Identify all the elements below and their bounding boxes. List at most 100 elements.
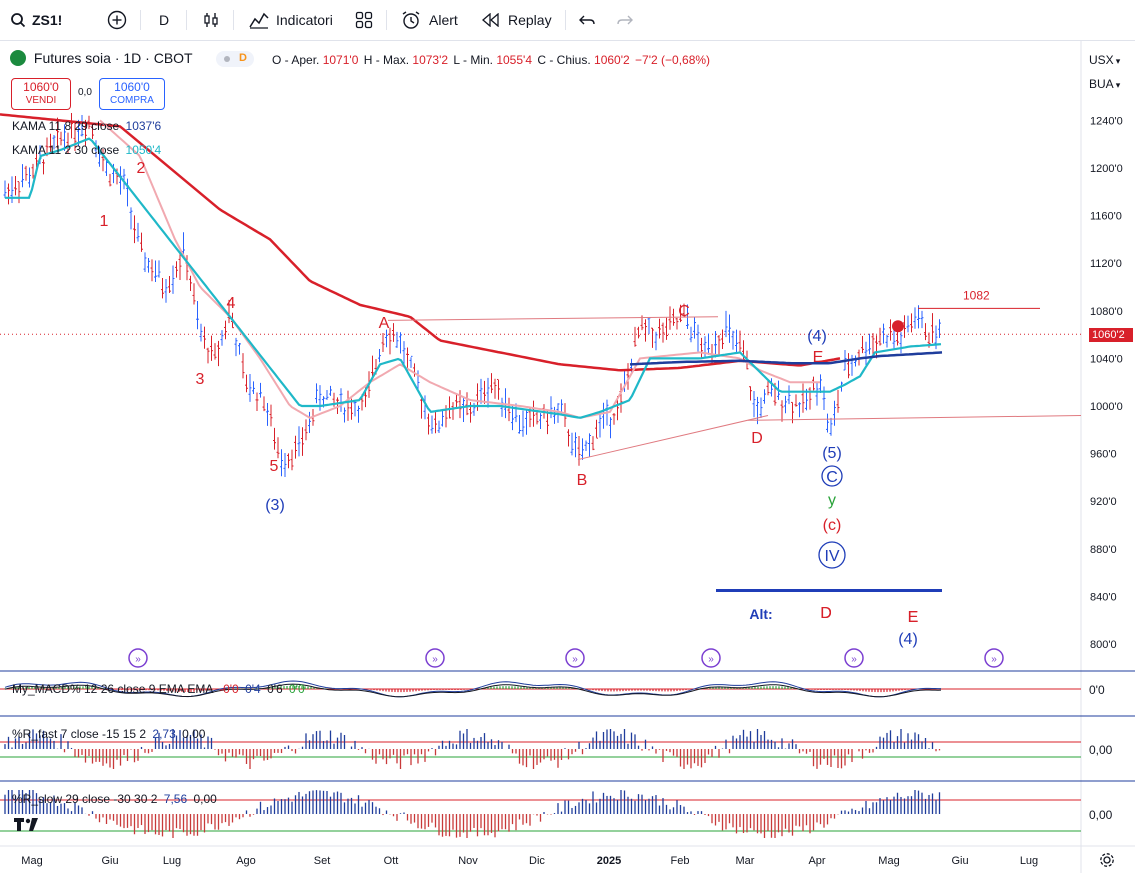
price-tick-label: 1240'0	[1090, 115, 1123, 127]
currency-selector[interactable]: USX ▾	[1089, 53, 1121, 67]
price-tick-label: 960'0	[1090, 449, 1117, 461]
event-marker-arrow: »	[135, 654, 141, 665]
alert-label: Alert	[429, 12, 458, 28]
trendline-support	[747, 415, 1082, 421]
event-marker-icon	[844, 648, 864, 668]
macd-axis-value: 0'0	[1089, 683, 1105, 697]
wave-circle-c	[821, 465, 843, 487]
level-label: 1082	[963, 288, 990, 302]
replay-button[interactable]: Replay	[482, 0, 552, 40]
top-toolbar: ZS1! D Indicatori Alert Replay	[0, 0, 1135, 41]
wave-label: (5)	[822, 445, 842, 462]
chart-title[interactable]: Futures soia · 1D · CBOT	[10, 50, 193, 66]
time-axis-label: 2025	[597, 855, 621, 867]
wave-label: Alt:	[749, 606, 772, 622]
kama-fast-line	[5, 137, 942, 419]
time-axis-label: Mag	[21, 855, 42, 867]
price-tick-label: 1040'0	[1090, 353, 1123, 365]
chart-title-text: Futures soia · 1D · CBOT	[33, 50, 193, 66]
time-axis-label: Dic	[529, 855, 545, 867]
wave-label: E	[908, 609, 919, 626]
event-marker-icon	[425, 648, 445, 668]
trendline-a-c	[387, 316, 719, 321]
indicators-label: Indicatori	[276, 12, 333, 28]
undo-icon	[579, 13, 595, 27]
wave-label: E	[908, 609, 919, 626]
event-marker-icon	[701, 648, 721, 668]
data-badge[interactable]: D	[216, 51, 254, 67]
time-axis-label: Mag	[878, 855, 899, 867]
wave-label: (c)	[823, 517, 842, 534]
wave-label: 5	[270, 458, 279, 475]
indicators-icon	[249, 11, 269, 29]
compare-symbol-button[interactable]	[107, 0, 127, 40]
time-axis-label: Mar	[736, 855, 755, 867]
tradingview-logo	[14, 818, 46, 835]
wave-label: 4	[227, 295, 236, 312]
wave-label: C	[826, 469, 838, 486]
redo-button[interactable]	[617, 0, 633, 40]
pink-moving-average-line	[99, 119, 820, 420]
kama2-legend[interactable]: KAMA 11 2 30 close 1050'4	[12, 143, 162, 157]
buy-button[interactable]: 1060'0 COMPRA	[99, 78, 165, 110]
chevron-down-icon: ▾	[1115, 80, 1121, 90]
interval-label: D	[159, 12, 170, 28]
layouts-button[interactable]	[355, 0, 373, 40]
wave-label: IV	[824, 548, 839, 565]
time-axis-label: Nov	[458, 855, 478, 867]
chart-type-button[interactable]	[202, 0, 220, 40]
rslow-legend[interactable]: %R_slow 29 close -30 30 2 7,56 0,00	[12, 792, 217, 806]
chevron-down-icon: ▾	[1115, 56, 1121, 66]
settings-gear-icon[interactable]	[1099, 852, 1115, 871]
wave-label: D	[820, 605, 832, 622]
ohlc-readout: O - Aper. 1071'0 H - Max. 1073'2 L - Min…	[272, 53, 711, 67]
interval-button[interactable]: D	[159, 0, 169, 40]
wave-label: D	[820, 605, 832, 622]
time-axis-label: Set	[314, 855, 331, 867]
event-marker-icon	[984, 648, 1004, 668]
event-marker-arrow: »	[572, 654, 578, 665]
undo-button[interactable]	[579, 0, 595, 40]
data-badge-label: D	[239, 52, 247, 64]
current-price-tag: 1060'2	[1089, 328, 1133, 342]
event-marker-arrow: »	[991, 654, 997, 665]
wave-label: A	[379, 315, 390, 332]
price-tick-label: 840'0	[1090, 591, 1117, 603]
time-axis-label: Lug	[1020, 855, 1038, 867]
replay-label: Replay	[508, 12, 552, 28]
dot-icon	[224, 56, 230, 62]
time-axis-label: Apr	[808, 855, 825, 867]
time-axis-label: Lug	[163, 855, 181, 867]
search-icon	[10, 12, 26, 28]
rslow-axis-value: 0,00	[1089, 808, 1113, 822]
time-axis-label: Ott	[384, 855, 399, 867]
macd-legend[interactable]: My_MACD% 12 26 close 9 EMA EMA -0'0 0'4 …	[12, 682, 305, 696]
wave-label: (4)	[807, 328, 827, 345]
time-axis-label: Giu	[951, 855, 968, 867]
wave-label: y	[828, 492, 836, 509]
wave-label: B	[577, 472, 588, 489]
price-tick-label: 1120'0	[1090, 258, 1122, 270]
price-tick-label: 1160'0	[1090, 211, 1122, 223]
grid-icon	[355, 11, 373, 29]
indicators-button[interactable]: Indicatori	[249, 0, 333, 40]
kama1-legend[interactable]: KAMA 11 8 29 close 1037'6	[12, 119, 162, 133]
symbol-logo-icon	[10, 50, 26, 66]
time-axis-label: Ago	[236, 855, 256, 867]
redo-icon	[617, 13, 633, 27]
candles-icon	[202, 11, 220, 29]
event-marker-icon	[565, 648, 585, 668]
alert-button[interactable]: Alert	[401, 0, 458, 40]
alert-marker-icon	[892, 320, 904, 333]
sell-button[interactable]: 1060'0 VENDI	[11, 78, 71, 110]
wave-label: D	[751, 430, 763, 447]
event-marker-arrow: »	[851, 654, 857, 665]
unit-selector[interactable]: BUA ▾	[1089, 77, 1121, 91]
wave-label: 1	[100, 213, 109, 230]
rfast-legend[interactable]: %R_fast 7 close -15 15 2 2,73 0,00	[12, 727, 206, 741]
symbol-search-button[interactable]: ZS1!	[10, 0, 62, 40]
time-axis-label: Giu	[101, 855, 118, 867]
